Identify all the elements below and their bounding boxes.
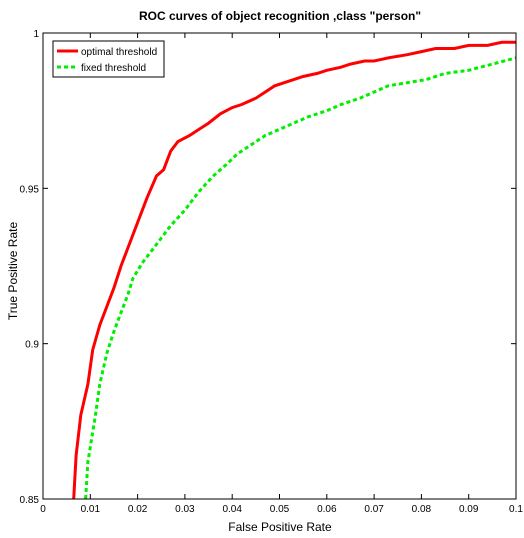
legend-label-2: fixed threshold (81, 63, 146, 74)
x-tick-label: 0.05 (270, 504, 290, 515)
x-tick-label: 0.04 (222, 504, 242, 515)
x-tick-label: 0.1 (509, 504, 523, 515)
x-tick-label: 0.07 (364, 504, 384, 515)
x-tick-label: 0.03 (175, 504, 195, 515)
legend-box (52, 40, 165, 78)
x-tick-label: 0.09 (459, 504, 479, 515)
y-tick-label: 1 (33, 29, 39, 40)
series-line-2 (84, 56, 516, 499)
y-tick-label: 0.95 (20, 184, 40, 195)
y-axis-label: True Positive Rate (6, 222, 20, 321)
x-tick-label: 0.01 (81, 504, 101, 515)
x-tick-label: 0.06 (317, 504, 337, 515)
x-tick-label: 0.02 (128, 504, 148, 515)
y-tick-label: 0.85 (20, 495, 40, 506)
x-tick-label: 0.08 (412, 504, 432, 515)
series-line-1 (72, 40, 516, 499)
axes: 0 0.01 0.02 0.03 0.04 0.05 0.06 0.07 0.08 0.09 0.1… (20, 29, 524, 515)
plot-frame (42, 32, 517, 500)
plot-area (72, 40, 516, 499)
chart-title: ROC curves of object recognition ,class … (139, 9, 421, 23)
legend: optimal threshold fixed threshold (52, 40, 165, 78)
legend-label-1: optimal threshold (81, 47, 157, 58)
x-tick-label: 0 (40, 504, 46, 515)
x-axis-label: False Positive Rate (228, 520, 332, 534)
y-tick-label: 0.9 (25, 340, 39, 351)
